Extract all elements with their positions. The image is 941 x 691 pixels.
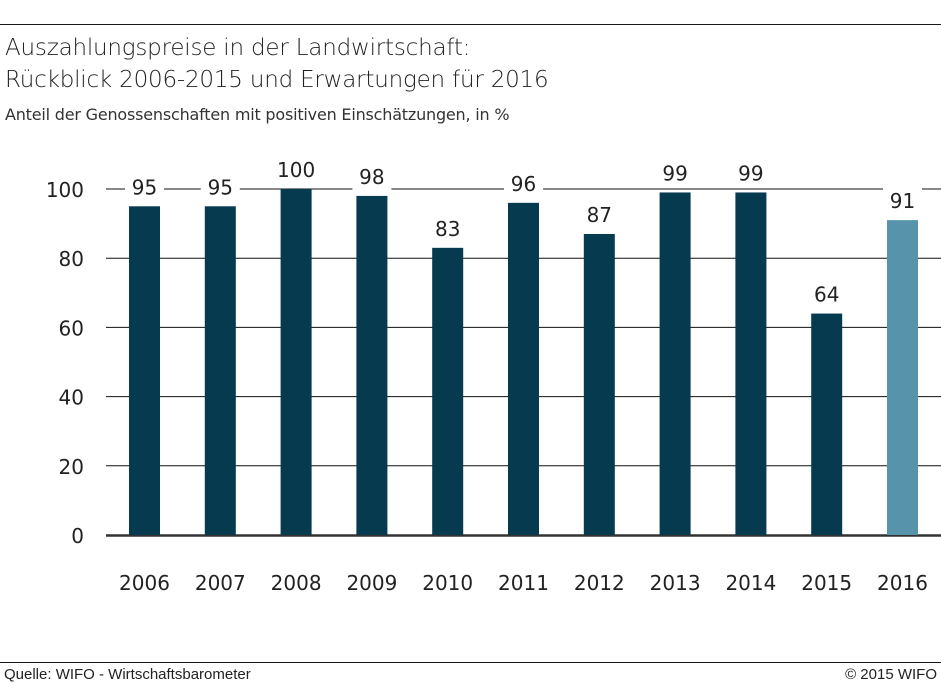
data-label-knockout: [579, 199, 619, 228]
chart-title-line-1: Auszahlungspreise in der Landwirtschaft:: [5, 35, 471, 61]
bar-2010: [432, 247, 464, 535]
x-tick-label: 2007: [195, 571, 246, 595]
chart-subtitle: Anteil der Genossenschaften mit positive…: [5, 105, 510, 124]
x-tick-label: 2015: [801, 571, 852, 595]
data-label-2015: 64: [814, 283, 839, 307]
y-axis-ticks: 0 20 40 60 80 100: [46, 178, 84, 548]
data-label-knockout: [200, 172, 240, 201]
x-axis-ticks: 2006 2007 2008 2009 2010 2011 2012 2013 2014 2015…: [119, 571, 928, 595]
bar-chart: 0 20 40 60 80 100 95 95 100 98 83 96 87 99 99 64 91 200…: [45, 155, 941, 595]
data-label-2006: 95: [132, 175, 157, 199]
bar-2012: [583, 233, 615, 536]
bar-2016: [887, 220, 918, 535]
bar-2008: [280, 189, 312, 535]
bar-2013: [659, 192, 691, 535]
chart-title-line-2: Rückblick 2006-2015 und Erwartungen für …: [5, 67, 549, 93]
data-label-2010: 83: [435, 217, 460, 241]
bar-2007: [204, 206, 236, 536]
y-tick-label: 20: [59, 455, 84, 479]
x-tick-label: 2014: [725, 571, 776, 595]
data-label-knockout: [883, 186, 922, 215]
data-label-2009: 98: [359, 165, 384, 189]
data-label-2007: 95: [208, 175, 233, 199]
bottom-rule: [0, 662, 941, 663]
data-label-2008: 100: [277, 158, 315, 182]
data-label-2012: 87: [587, 203, 612, 227]
y-tick-label: 80: [59, 247, 84, 271]
y-tick-label: 60: [59, 316, 84, 340]
x-tick-label: 2012: [574, 571, 625, 595]
data-label-knockout: [352, 161, 392, 190]
top-rule: [0, 24, 941, 25]
data-label-2011: 96: [511, 172, 536, 196]
data-label-knockout: [125, 172, 164, 201]
data-label-2016: 91: [890, 189, 915, 213]
data-label-knockout: [655, 158, 695, 187]
y-tick-label: 40: [59, 386, 84, 410]
source-note: Quelle: WIFO - Wirtschaftsbarometer: [4, 666, 251, 683]
bar-2006: [129, 206, 160, 536]
y-tick-label: 100: [46, 178, 84, 202]
data-label-2013: 99: [662, 161, 687, 185]
bar-2014: [735, 192, 767, 535]
x-tick-label: 2011: [498, 571, 549, 595]
y-tick-label: 0: [71, 524, 84, 548]
x-tick-label: 2013: [650, 571, 701, 595]
data-label-knockout: [270, 155, 322, 183]
data-label-knockout: [807, 279, 847, 308]
data-label-knockout: [504, 168, 543, 197]
x-tick-label: 2009: [346, 571, 397, 595]
copyright-note: © 2015 WIFO: [845, 666, 937, 683]
bars: [129, 189, 918, 536]
data-label-knockout: [731, 158, 771, 187]
x-tick-label: 2010: [422, 571, 473, 595]
bar-2009: [356, 195, 388, 536]
bar-2015: [811, 313, 843, 535]
bar-2011: [508, 202, 539, 535]
data-labels: 95 95 100 98 83 96 87 99 99 64 91: [125, 155, 922, 308]
data-label-knockout: [428, 213, 468, 242]
x-tick-label: 2006: [119, 571, 170, 595]
data-label-2014: 99: [738, 161, 763, 185]
x-tick-label: 2016: [877, 571, 928, 595]
x-tick-label: 2008: [271, 571, 322, 595]
